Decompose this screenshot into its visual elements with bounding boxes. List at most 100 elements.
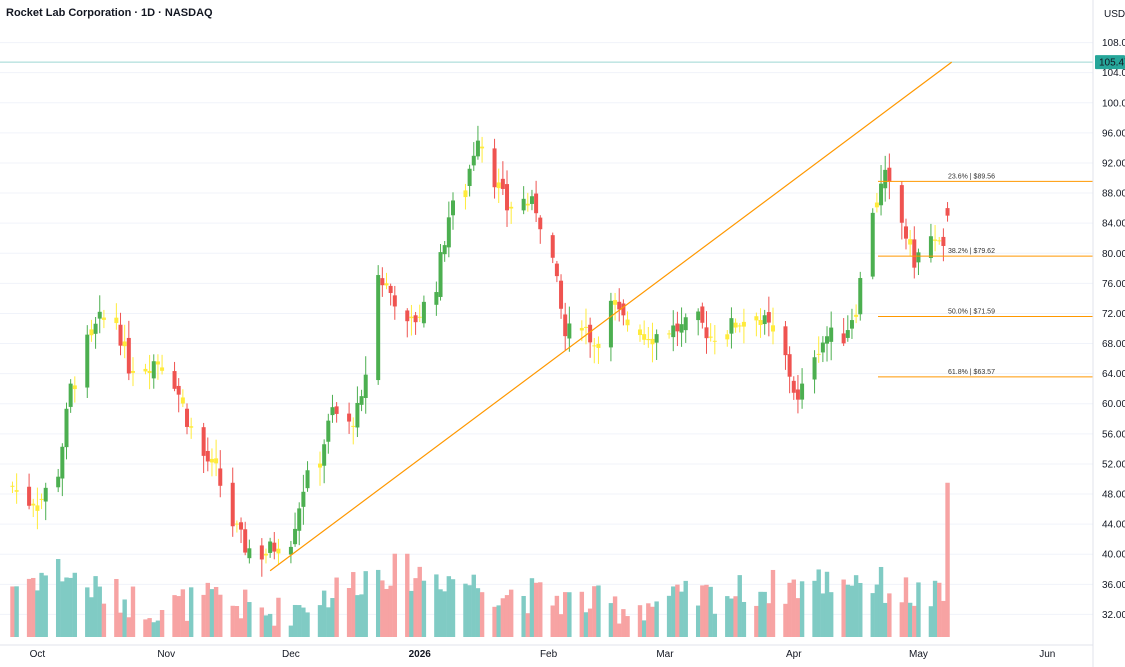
candle-body xyxy=(795,389,800,400)
candle-body xyxy=(554,263,559,277)
candle-body xyxy=(737,325,742,327)
price-tick-label: 108.00 xyxy=(1102,38,1125,49)
volume-bar xyxy=(60,581,65,637)
volume-bar xyxy=(450,579,456,637)
volume-bar xyxy=(288,625,294,637)
candle-body xyxy=(812,357,817,380)
chart-title: Rocket Lab Corporation · 1D · NASDAQ xyxy=(6,7,213,19)
candle-body xyxy=(816,353,821,355)
volume-bar xyxy=(388,585,393,637)
volume-bar xyxy=(184,620,190,637)
volume-bar xyxy=(695,605,701,637)
candle-body xyxy=(359,396,364,405)
volume-bar xyxy=(791,579,796,637)
volume-bar xyxy=(234,605,240,637)
volume-bar xyxy=(899,602,905,637)
volume-bar xyxy=(259,607,265,637)
candle-body xyxy=(322,444,327,466)
candle-body xyxy=(114,317,119,324)
candle-body xyxy=(608,300,613,348)
price-tick-label: 84.00 xyxy=(1102,219,1125,230)
volume-bar xyxy=(737,575,742,637)
volume-bar xyxy=(85,587,90,637)
candle-body xyxy=(326,420,331,442)
candle-body xyxy=(413,315,418,323)
volume-bars xyxy=(10,482,950,637)
candle-body xyxy=(471,155,476,166)
volume-bar xyxy=(758,591,763,637)
candle-body xyxy=(392,295,397,307)
candle-body xyxy=(937,240,942,242)
candle-body xyxy=(621,303,626,316)
candle-body xyxy=(646,339,651,341)
volume-bar xyxy=(816,569,821,637)
candle-body xyxy=(31,503,36,506)
candle-body xyxy=(85,334,90,388)
candle-body xyxy=(617,301,622,310)
candle-body xyxy=(874,202,879,208)
volume-bar xyxy=(201,594,206,637)
volume-bar xyxy=(409,590,414,637)
fib-label: 38.2% | $79.62 xyxy=(948,248,995,255)
volume-bar xyxy=(945,482,950,637)
currency-label: USD xyxy=(1104,9,1125,20)
volume-bar xyxy=(550,605,555,637)
candle-body xyxy=(941,236,946,246)
volume-bar xyxy=(446,576,452,637)
candle-body xyxy=(550,235,555,258)
candle-body xyxy=(567,323,572,339)
candle-body xyxy=(97,311,102,319)
volume-bar xyxy=(729,598,734,637)
price-tick-label: 88.00 xyxy=(1102,189,1125,200)
volume-bar xyxy=(463,583,468,637)
volume-bar xyxy=(733,596,738,637)
candle-body xyxy=(829,327,834,342)
volume-bar xyxy=(563,592,568,637)
price-tick-label: 60.00 xyxy=(1102,399,1125,410)
volume-bar xyxy=(479,592,485,637)
candle-body xyxy=(529,196,534,204)
volume-bar xyxy=(675,584,680,637)
candle-body xyxy=(534,193,539,214)
candle-body xyxy=(538,217,543,230)
volume-bar xyxy=(567,592,572,637)
volume-bar xyxy=(43,575,48,637)
volume-bar xyxy=(741,601,747,637)
candle-body xyxy=(450,200,455,216)
candle-body xyxy=(521,198,526,211)
time-tick-label: 2026 xyxy=(409,649,432,660)
volume-bar xyxy=(297,605,302,637)
volume-bar xyxy=(93,576,98,637)
price-tick-label: 92.00 xyxy=(1102,158,1125,169)
price-tick-label: 56.00 xyxy=(1102,429,1125,440)
candle-body xyxy=(93,323,98,334)
candle-body xyxy=(409,316,414,319)
candle-body xyxy=(945,208,950,216)
volume-bar xyxy=(654,601,659,637)
candle-body xyxy=(509,206,514,209)
volume-bar xyxy=(39,572,44,637)
price-tick-label: 36.00 xyxy=(1102,580,1125,591)
candle-body xyxy=(559,280,564,309)
candle-body xyxy=(505,184,510,211)
volume-bar xyxy=(375,569,381,637)
candle-body xyxy=(500,178,505,189)
candle-body xyxy=(160,367,165,371)
candle-body xyxy=(68,383,73,407)
volume-bar xyxy=(849,585,855,637)
candle-body xyxy=(841,333,846,344)
candle-body xyxy=(583,326,588,328)
volume-bar xyxy=(583,612,589,637)
price-tick-label: 76.00 xyxy=(1102,279,1125,290)
candle-body xyxy=(293,528,298,545)
volume-bar xyxy=(159,609,165,637)
candle-body xyxy=(347,413,352,422)
volume-bar xyxy=(72,572,78,637)
volume-bar xyxy=(496,605,501,637)
candle-body xyxy=(696,311,701,321)
candle-body xyxy=(783,326,788,356)
time-axis: Oct Nov Dec 2026 Feb Mar Apr May Jun xyxy=(0,644,1093,660)
trendline-layer xyxy=(0,61,1093,572)
candle-body xyxy=(72,385,77,390)
